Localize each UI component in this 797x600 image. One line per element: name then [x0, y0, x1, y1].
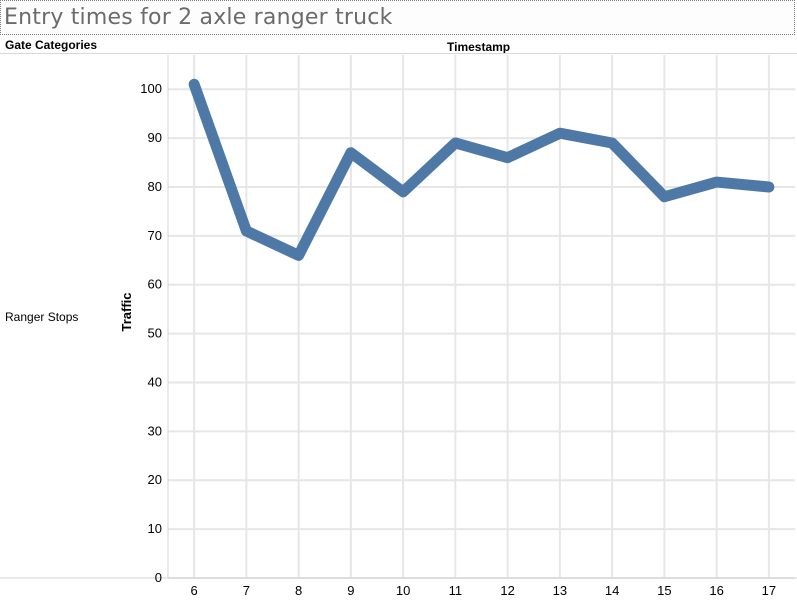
chart-title: Entry times for 2 axle ranger truck — [4, 5, 393, 30]
y-tick-label: 90 — [148, 130, 162, 145]
x-tick-label: 11 — [449, 583, 463, 598]
x-tick-label: 15 — [657, 583, 671, 598]
data-point — [245, 230, 247, 232]
data-point — [454, 142, 456, 144]
data-point — [193, 83, 195, 85]
y-tick-label: 50 — [148, 326, 162, 341]
data-point — [402, 191, 404, 193]
x-tick-label: 6 — [191, 583, 198, 598]
y-tick-label: 100 — [140, 81, 162, 96]
x-tick-label: 8 — [295, 583, 302, 598]
x-tick-label: 7 — [243, 583, 250, 598]
series-layer — [188, 78, 775, 261]
x-tick-label: 14 — [605, 583, 619, 598]
data-point — [559, 132, 561, 134]
y-tick-label: 20 — [148, 472, 162, 487]
y-tick-label: 40 — [148, 374, 162, 389]
data-point — [716, 181, 718, 183]
y-tick-label: 70 — [148, 228, 162, 243]
timestamp-header: Timestamp — [447, 40, 511, 54]
y-tick-label: 60 — [148, 277, 162, 292]
y-tick-label: 30 — [148, 423, 162, 438]
x-tick-label: 9 — [347, 583, 354, 598]
title-bar: Entry times for 2 axle ranger truck — [0, 0, 795, 35]
data-point — [507, 157, 509, 159]
y-tick-label: 0 — [155, 570, 162, 585]
y-tick-label: 10 — [148, 521, 162, 536]
data-point — [663, 196, 665, 198]
ranger-stops-row-label: Ranger Stops — [5, 310, 79, 324]
x-tick-label: 17 — [762, 583, 776, 598]
data-point — [350, 152, 352, 154]
gate-categories-header: Gate Categories — [5, 38, 98, 52]
header-divider — [0, 53, 797, 54]
x-tick-label: 13 — [553, 583, 567, 598]
series-line — [188, 78, 775, 261]
data-point — [298, 254, 300, 256]
data-point — [611, 142, 613, 144]
y-tick-label: 80 — [148, 179, 162, 194]
grid-layer — [168, 55, 795, 579]
x-tick-label: 12 — [500, 583, 514, 598]
data-point — [768, 186, 770, 188]
x-tick-label: 16 — [709, 583, 723, 598]
x-tick-label: 10 — [396, 583, 410, 598]
axis-layer: 0 10 20 30 40 50 60 70 80 90 100 6 7 8 9 10 11 12 13 14 15 16… — [0, 55, 797, 598]
y-axis-title: Traffic — [119, 292, 134, 331]
